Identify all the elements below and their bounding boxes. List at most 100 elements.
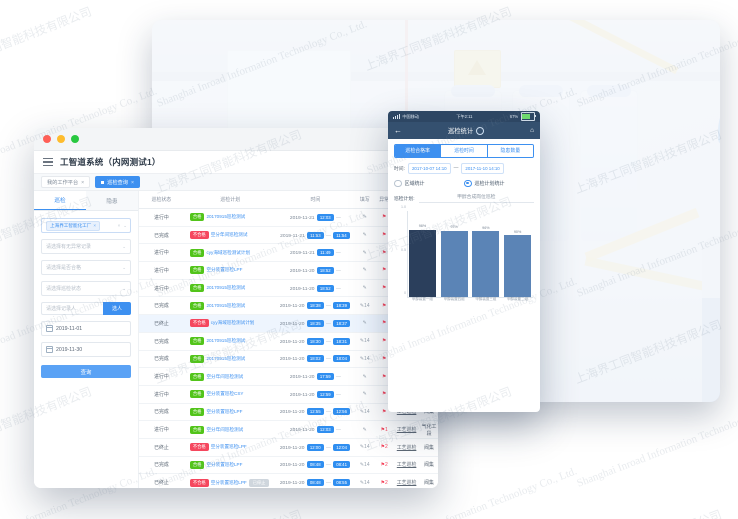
carrier-label: 中国移动 [402, 113, 420, 119]
recorder-input[interactable]: 请选择记录人 [41, 302, 103, 315]
plan-link[interactable]: 空分装置巡检LPF [206, 267, 243, 273]
plan-link[interactable]: 空分装置巡检CSY [206, 391, 244, 397]
plan-link[interactable]: 空分年间巡检测试 [206, 373, 244, 379]
status-badge: 合格 [189, 213, 205, 222]
cell-time: 2019-11-20 08:48 — 08:41 [276, 456, 355, 475]
cell-type: 工艺巡检 [393, 473, 421, 488]
cell-plan: 合格 cyy海域巡检测试计划 [183, 243, 277, 263]
cell-time: 2019-11-20 18:38 — 18:39 [276, 296, 355, 316]
cell-fill: ✎ [354, 208, 376, 227]
cell-abnormal: ⚑1 [375, 420, 394, 439]
home-icon[interactable]: ⌂ [530, 127, 534, 134]
end-date-input[interactable]: 2019-11-30 [41, 342, 131, 357]
cell-fill: ✎14 [354, 296, 376, 316]
maximize-window-icon[interactable] [71, 135, 79, 143]
radio-icon-selected [464, 179, 472, 188]
cell-status: 已完成 [139, 350, 184, 369]
sidebar-tab-inspection[interactable]: 巡检 [34, 191, 86, 210]
plan-link[interactable]: 空分年间巡检测试 [210, 232, 248, 238]
cell-fill: ✎ [354, 420, 376, 439]
end-datetime-input[interactable]: 2017-11-10 14:10 [461, 162, 504, 174]
factory-select[interactable]: 上海界工智能化工厂 × × ⌄ [41, 218, 131, 233]
plan-link[interactable]: 20170915巡检测试 [206, 214, 246, 220]
time-chip: 18:31 [333, 337, 350, 345]
calendar-icon [46, 325, 53, 332]
time-chip: 18:35 [306, 319, 324, 327]
table-row[interactable]: 已完成 合格 空分装置巡检LPF 2019-11-20 08:48 — 08:41 ✎1… [139, 456, 438, 475]
clock-label: 下午2:11 [456, 113, 473, 119]
cell-plan: 合格 空分年间巡检测试 [183, 420, 277, 439]
y-tick-label: 1.0 [401, 205, 406, 210]
start-datetime-input[interactable]: 2017-10-07 14:10 [407, 162, 451, 174]
inspection-status-select[interactable]: 请选择巡检状态 ⌄ [41, 281, 131, 296]
cell-time: 2019-11-20 08:48 — 08:55 [276, 473, 355, 488]
close-window-icon[interactable] [43, 135, 51, 143]
plan-link[interactable]: 空分装置巡检LPF [210, 444, 247, 450]
query-button[interactable]: 查询 [41, 365, 131, 378]
info-icon[interactable] [476, 126, 485, 135]
chevron-down-icon[interactable]: ⌄ [123, 222, 127, 228]
chart-bars: 98% 97% 96% 90% [409, 219, 531, 297]
status-badge: 合格 [189, 284, 205, 293]
window-body: 巡检 隐患 上海界工智能化工厂 × × ⌄ 请选择有无异常记录 ⌄ 请选择是否合格 ⌄ … [34, 191, 438, 488]
time-chip: 18:38 [306, 302, 324, 310]
phone-segment-control: 巡检合格率 巡检时间 隐患数量 [394, 144, 534, 158]
cell-status: 已终止 [139, 438, 184, 457]
plan-link[interactable]: 20170915巡检测试 [206, 302, 246, 308]
segment-inspection-time[interactable]: 巡检时间 [441, 145, 488, 157]
desktop-window: 工智道系统（内网测试1） 我的工作平台 × 巡检查询 × 巡检 隐患 上海界工智能化… [34, 128, 438, 488]
sidebar-tab-hazard[interactable]: 隐患 [86, 191, 138, 210]
cell-status: 进行中 [139, 243, 184, 263]
choose-person-button[interactable]: 选人 [103, 302, 131, 315]
plan-link[interactable]: cyy海域巡检测试计划 [210, 320, 255, 326]
table-row[interactable]: 进行中 合格 空分年间巡检测试 2019-11-20 12:03 — ✎ ⚑1 工艺巡检气… [139, 420, 438, 439]
time-chip: 18:30 [306, 337, 324, 345]
time-chip: 18:02 [306, 355, 324, 363]
battery-percent-label: 67% [509, 114, 519, 119]
remove-tag-icon[interactable]: × [93, 223, 97, 228]
pass-rate-bar-chart: 0 0.5 1.0 98% 97% 96% 90% 甲醇装置一组 甲醇装置四组 甲醇装置三组甲… [395, 205, 533, 311]
minimize-window-icon[interactable] [57, 135, 65, 143]
plan-link[interactable]: 空分装置巡检LPF [210, 479, 247, 485]
back-arrow-icon[interactable]: ← [394, 125, 402, 135]
hamburger-icon[interactable] [43, 157, 53, 167]
table-row[interactable]: 已终止 不合格 空分装置巡检LPF 2019-11-20 12:00 — 12:04 ✎… [139, 438, 438, 457]
cell-status: 进行中 [139, 279, 184, 298]
table-column-header: 巡检计划 [183, 191, 277, 209]
clear-icon[interactable]: × [117, 222, 121, 228]
table-row[interactable]: 已完成 合格 空分装置巡检LPF 2019-11-20 12:55 — 12:56 ✎1… [139, 403, 438, 422]
cell-abnormal: ⚑2 [375, 438, 394, 457]
cell-fill: ✎14 [354, 473, 376, 488]
time-label: 时间: [394, 166, 405, 172]
cell-time: 2019-11-20 18:52 — [276, 279, 355, 298]
tab-inspection-query[interactable]: 巡检查询 × [95, 176, 140, 188]
plan-link[interactable]: cyy海域巡检测试计划 [206, 249, 251, 255]
plan-link[interactable]: 空分年间巡检测试 [206, 426, 244, 432]
plan-link[interactable]: 空分装置巡检LPF [206, 408, 243, 414]
bar [504, 235, 531, 297]
table-row[interactable]: 已终止 不合格 cyy海域巡检测试计划 2019-11-20 18:35 — 18:3… [139, 314, 438, 333]
table-row[interactable]: 已终止 不合格 空分装置巡检LPF 已停止 2019-11-20 08:48 — 08:… [139, 473, 438, 488]
plan-link[interactable]: 20170915巡检测试 [206, 355, 246, 361]
window-titlebar [34, 128, 438, 151]
plan-select[interactable]: 甲醇合成岗位巡检 [418, 193, 534, 204]
abnormal-record-select[interactable]: 请选择有无异常记录 ⌄ [41, 239, 131, 254]
radio-plan-stat[interactable]: 巡检计划统计 [464, 179, 534, 188]
radio-area-stat[interactable]: 区域统计 [394, 179, 464, 188]
start-date-input[interactable]: 2019-11-01 [41, 321, 131, 336]
time-chip: 12:00 [306, 443, 324, 451]
plan-link[interactable]: 20170915巡检测试 [206, 338, 246, 344]
cell-status: 已终止 [139, 473, 184, 488]
factory-tag: 上海界工智能化工厂 × [46, 220, 101, 231]
phone-stat-mode-radios: 区域统计 巡检计划统计 [394, 179, 534, 188]
bar [409, 229, 436, 297]
qualified-select[interactable]: 请选择是否合格 ⌄ [41, 260, 131, 275]
cell-fill: ✎ [354, 279, 376, 298]
segment-pass-rate[interactable]: 巡检合格率 [395, 145, 442, 157]
plan-link[interactable]: 20170915巡检测试 [206, 285, 246, 291]
status-badge: 合格 [189, 266, 205, 275]
segment-hazard-count[interactable]: 隐患数量 [487, 145, 533, 157]
plan-link[interactable]: 空分装置巡检LPF [206, 461, 243, 467]
tab-workbench[interactable]: 我的工作平台 × [41, 176, 91, 188]
